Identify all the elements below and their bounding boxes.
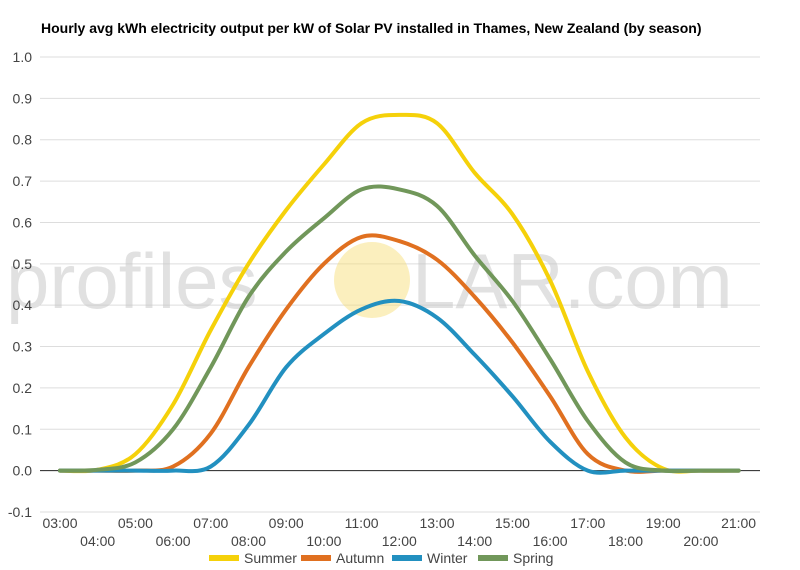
x-axis-ticks: 03:0004:0005:0006:0007:0008:0009:0010:00…	[42, 515, 756, 549]
watermark-left-text: profiles	[6, 237, 257, 325]
x-tick-label: 14:00	[457, 533, 492, 549]
x-tick-label: 09:00	[269, 515, 304, 531]
x-tick-label: 18:00	[608, 533, 643, 549]
watermark: profiles LAR.com	[6, 237, 733, 325]
x-tick-label: 11:00	[345, 515, 379, 531]
x-tick-label: 08:00	[231, 533, 266, 549]
y-tick-label: 0.2	[13, 380, 33, 396]
y-tick-label: 0.4	[13, 297, 33, 313]
x-tick-label: 13:00	[419, 515, 454, 531]
chart-title: Hourly avg kWh electricity output per kW…	[41, 20, 701, 36]
series-line-spring	[58, 184, 741, 474]
x-tick-label: 06:00	[156, 533, 191, 549]
x-tick-label: 16:00	[533, 533, 568, 549]
legend-label-autumn: Autumn	[336, 550, 384, 566]
legend-swatch-autumn	[301, 555, 331, 561]
y-tick-label: 0.1	[13, 421, 33, 437]
x-tick-label: 20:00	[683, 533, 718, 549]
y-tick-label: 0.0	[13, 463, 33, 479]
legend-swatch-winter	[392, 555, 422, 561]
x-tick-label: 05:00	[118, 515, 153, 531]
x-tick-label: 04:00	[80, 533, 115, 549]
x-tick-label: 03:00	[42, 515, 77, 531]
legend-swatch-spring	[478, 555, 508, 561]
legend-label-summer: Summer	[244, 550, 297, 566]
x-tick-label: 07:00	[193, 515, 228, 531]
series-line-summer	[58, 112, 741, 474]
y-tick-label: 0.8	[13, 132, 33, 148]
y-tick-label: 0.3	[13, 339, 33, 355]
y-axis-ticks: -0.1 0.0 0.1 0.2 0.3 0.4 0.5 0.6 0.7 0.8 0.9 1.0	[8, 49, 32, 520]
legend-label-winter: Winter	[427, 550, 468, 566]
y-tick-label: 0.9	[13, 90, 33, 106]
x-tick-label: 10:00	[306, 533, 341, 549]
x-tick-label: 12:00	[382, 533, 417, 549]
x-tick-label: 21:00	[721, 515, 756, 531]
y-tick-label: 0.5	[13, 256, 33, 272]
x-tick-label: 15:00	[495, 515, 530, 531]
x-tick-label: 17:00	[570, 515, 605, 531]
legend-swatch-summer	[209, 555, 239, 561]
y-tick-label: -0.1	[8, 504, 32, 520]
y-tick-label: 0.7	[13, 173, 33, 189]
series-line-winter	[58, 298, 741, 475]
legend-label-spring: Spring	[513, 550, 553, 566]
y-tick-label: 0.6	[13, 214, 33, 230]
y-tick-label: 1.0	[13, 49, 33, 65]
watermark-right-text: LAR.com	[412, 237, 733, 325]
legend: Summer Autumn Winter Spring	[209, 550, 553, 566]
series-lines	[58, 112, 741, 475]
x-tick-label: 19:00	[646, 515, 681, 531]
